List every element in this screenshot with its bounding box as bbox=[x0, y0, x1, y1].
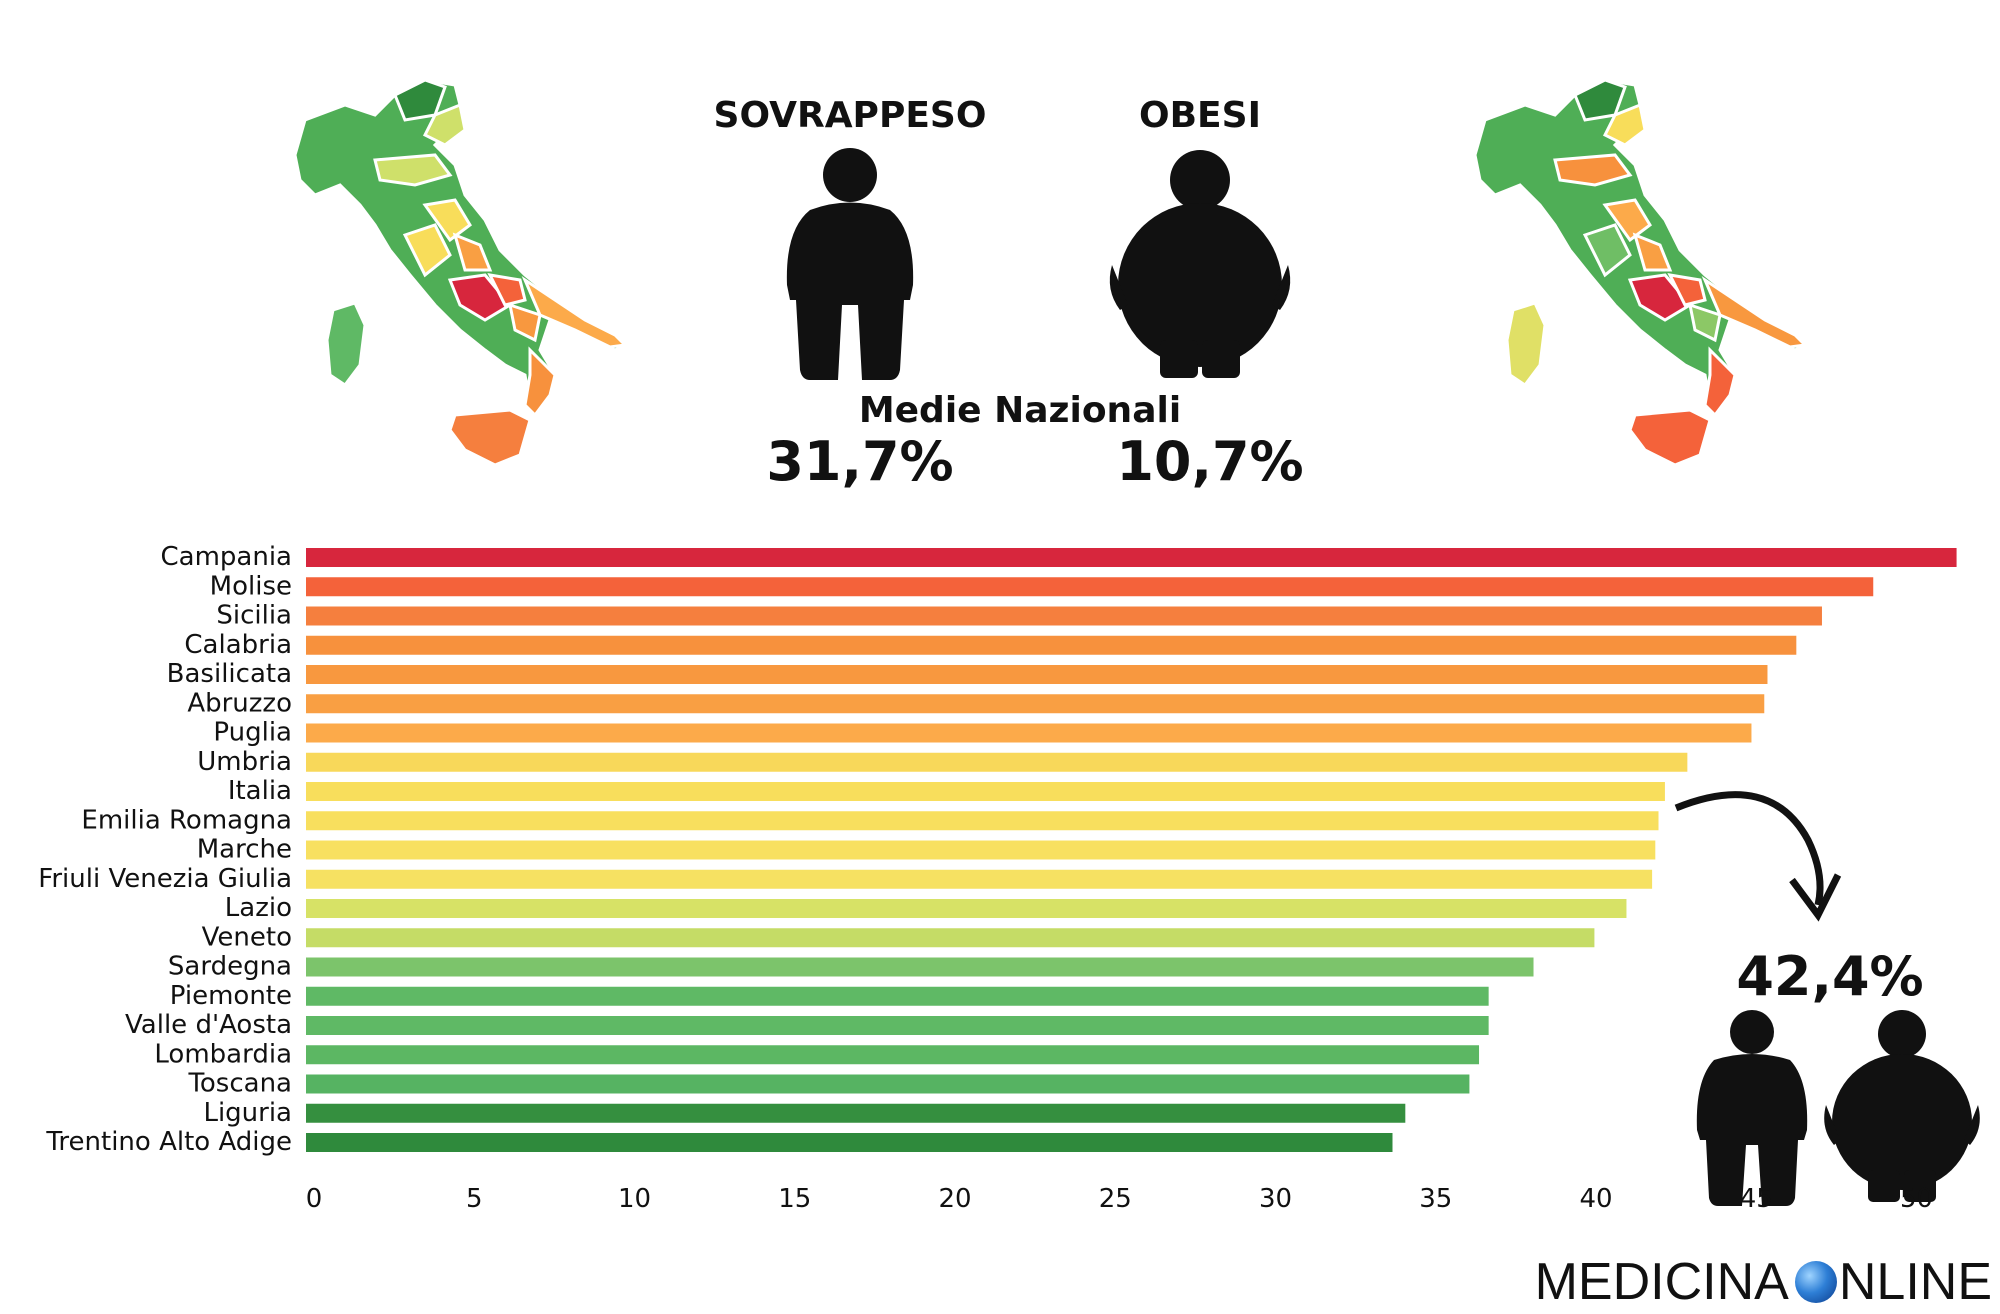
region-sardegna-right bbox=[1505, 301, 1547, 388]
region-campania-right bbox=[1627, 273, 1693, 322]
obese-person-small-icon bbox=[1824, 1010, 1980, 1202]
region-basilicata bbox=[508, 302, 542, 343]
bar-12 bbox=[306, 899, 1627, 918]
bar-chart: CampaniaMoliseSiciliaCalabriaBasilicataA… bbox=[38, 542, 1957, 1214]
overweight-person-small-icon bbox=[1696, 1010, 1808, 1206]
obese-label: OBESI bbox=[1139, 95, 1261, 136]
category-label: Calabria bbox=[184, 630, 292, 660]
category-label: Italia bbox=[228, 776, 292, 806]
region-marche-right bbox=[1602, 198, 1652, 243]
category-label: Friuli Venezia Giulia bbox=[38, 864, 292, 894]
curved-arrow-icon bbox=[1674, 791, 1842, 922]
brand-logo: MEDICINA NLINE bbox=[1535, 1252, 1992, 1312]
region-basilicata-right bbox=[1688, 302, 1722, 343]
category-label: Sardegna bbox=[168, 952, 292, 982]
bar-14 bbox=[306, 957, 1534, 977]
category-label: Emilia Romagna bbox=[81, 805, 292, 835]
x-tick-label: 15 bbox=[778, 1184, 811, 1214]
region-abruzzo bbox=[452, 232, 493, 272]
bar-1 bbox=[306, 577, 1874, 597]
obese-average: 10,7% bbox=[1116, 430, 1304, 493]
region-sicilia-right bbox=[1628, 408, 1712, 467]
x-tick-label: 30 bbox=[1259, 1184, 1292, 1214]
bar-5 bbox=[306, 694, 1765, 714]
combined-percentage: 42,4% bbox=[1736, 945, 1924, 1008]
region-emilia bbox=[373, 153, 453, 187]
region-campania bbox=[447, 273, 513, 322]
category-label: Molise bbox=[210, 571, 292, 601]
x-tick-label: 10 bbox=[618, 1184, 651, 1214]
overweight-label: SOVRAPPESO bbox=[713, 95, 987, 136]
region-veneto-right bbox=[1602, 102, 1647, 147]
category-label: Abruzzo bbox=[187, 688, 292, 718]
bar-4 bbox=[306, 665, 1768, 684]
brand-name-right: NLINE bbox=[1838, 1253, 1992, 1311]
globe-icon bbox=[1794, 1261, 1837, 1303]
x-tick-label: 35 bbox=[1419, 1184, 1452, 1214]
bar-16 bbox=[306, 1016, 1489, 1035]
italy-map-overweight bbox=[293, 78, 629, 467]
region-veneto bbox=[422, 102, 467, 147]
bar-13 bbox=[306, 928, 1595, 948]
x-tick-label: 50 bbox=[1900, 1184, 1933, 1214]
x-tick-label: 20 bbox=[938, 1184, 971, 1214]
bar-10 bbox=[306, 840, 1656, 860]
region-calabria bbox=[523, 346, 557, 418]
x-tick-label: 45 bbox=[1740, 1184, 1773, 1214]
bar-2 bbox=[306, 606, 1822, 626]
bar-6 bbox=[306, 723, 1752, 743]
bar-9 bbox=[306, 811, 1659, 831]
region-molise bbox=[487, 273, 527, 307]
bar-18 bbox=[306, 1074, 1470, 1094]
bar-0 bbox=[306, 548, 1957, 567]
category-label: Piemonte bbox=[170, 981, 292, 1011]
bar-8 bbox=[306, 782, 1665, 801]
region-abruzzo-right bbox=[1632, 232, 1673, 272]
category-label: Basilicata bbox=[167, 659, 292, 689]
category-label: Lombardia bbox=[154, 1039, 292, 1069]
x-tick-label: 25 bbox=[1099, 1184, 1132, 1214]
bar-19 bbox=[306, 1103, 1406, 1123]
category-label: Valle d'Aosta bbox=[125, 1010, 292, 1040]
category-label: Campania bbox=[161, 542, 293, 572]
bar-15 bbox=[306, 986, 1489, 1006]
region-molise-right bbox=[1667, 273, 1707, 307]
category-label: Sicilia bbox=[216, 601, 292, 631]
bar-11 bbox=[306, 869, 1653, 889]
x-tick-label: 5 bbox=[466, 1184, 483, 1214]
region-trentino-right bbox=[1573, 78, 1627, 122]
region-marche bbox=[422, 198, 472, 243]
category-label: Puglia bbox=[213, 718, 292, 748]
overweight-person-icon bbox=[786, 148, 914, 380]
category-label: Liguria bbox=[203, 1098, 292, 1128]
category-label: Marche bbox=[197, 835, 292, 865]
region-sicilia bbox=[448, 408, 532, 467]
x-tick-label: 40 bbox=[1579, 1184, 1612, 1214]
region-sardegna bbox=[325, 301, 367, 388]
category-label: Umbria bbox=[197, 747, 292, 777]
obese-person-icon bbox=[1109, 150, 1291, 378]
region-calabria-right bbox=[1703, 346, 1737, 418]
overweight-average: 31,7% bbox=[766, 430, 954, 493]
category-label: Veneto bbox=[202, 922, 292, 952]
region-emilia-right bbox=[1553, 153, 1633, 187]
bar-20 bbox=[306, 1133, 1393, 1152]
region-trentino bbox=[393, 78, 447, 122]
region-puglia bbox=[521, 275, 629, 349]
x-tick-label: 0 bbox=[306, 1184, 323, 1214]
brand-name-left: MEDICINA bbox=[1534, 1253, 1789, 1311]
region-lazio bbox=[402, 223, 452, 278]
bar-3 bbox=[306, 635, 1797, 655]
bar-7 bbox=[306, 752, 1688, 772]
region-puglia-right bbox=[1701, 275, 1809, 349]
region-lazio-right bbox=[1582, 223, 1632, 278]
category-label: Lazio bbox=[225, 893, 292, 923]
averages-title: Medie Nazionali bbox=[858, 390, 1182, 431]
category-label: Trentino Alto Adige bbox=[45, 1127, 292, 1157]
category-label: Toscana bbox=[187, 1069, 292, 1099]
bar-17 bbox=[306, 1045, 1480, 1065]
italy-map-obese bbox=[1473, 78, 1809, 467]
